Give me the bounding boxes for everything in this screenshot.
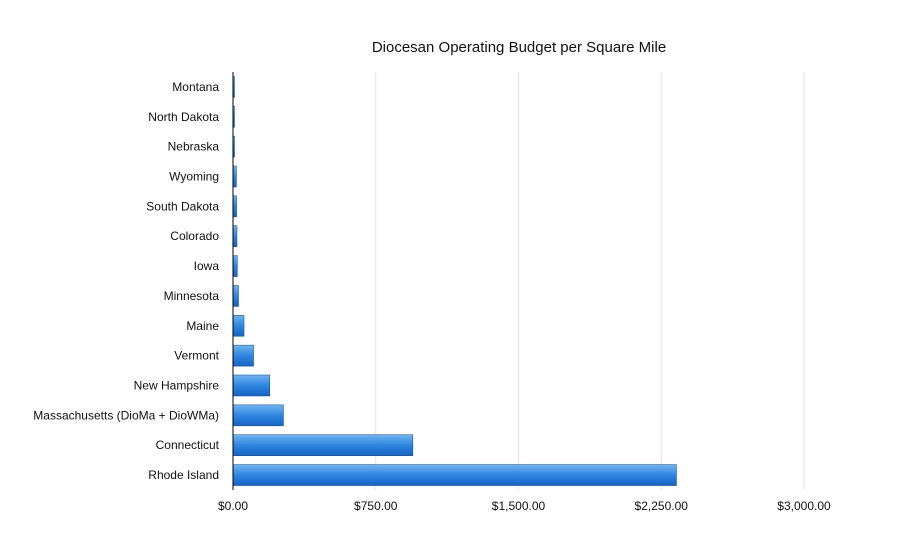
category-label: Nebraska: [168, 140, 220, 154]
category-label: Rhode Island: [148, 468, 219, 482]
bar: [232, 195, 237, 218]
bar: [232, 344, 254, 367]
bar: [232, 404, 284, 427]
category-label: North Dakota: [148, 110, 219, 124]
bar: [232, 165, 237, 188]
bar: [232, 374, 270, 397]
category-label: Minnesota: [164, 289, 220, 303]
x-tick-label: $3,000.00: [777, 499, 831, 513]
category-label: South Dakota: [146, 199, 219, 213]
category-label: Maine: [186, 319, 219, 333]
category-label: Connecticut: [156, 438, 220, 452]
bar: [232, 464, 677, 486]
x-tick-label: $2,250.00: [635, 499, 689, 513]
x-tick-label: $0.00: [218, 499, 248, 513]
category-label-layer: Montana North Dakota Nebraska Wyoming South …: [33, 80, 219, 482]
category-label: New Hampshire: [134, 379, 220, 393]
x-tick-label: $1,500.00: [492, 499, 546, 513]
tick-label-layer: $0.00 $750.00 $1,500.00 $2,250.00 $3,000.00: [218, 499, 831, 513]
category-label: Wyoming: [169, 170, 219, 184]
bar: [232, 315, 245, 337]
bar: [232, 285, 239, 307]
category-label: Vermont: [174, 349, 219, 363]
bar-layer: [232, 76, 677, 486]
x-tick-label: $750.00: [354, 499, 398, 513]
category-label: Colorado: [170, 229, 219, 243]
bar: [232, 255, 238, 277]
grid-layer: [375, 72, 805, 490]
category-label: Iowa: [194, 259, 220, 273]
chart-title: Diocesan Operating Budget per Square Mil…: [372, 39, 666, 56]
bar: [232, 434, 414, 456]
category-label: Montana: [172, 80, 219, 94]
bar: [232, 225, 238, 247]
category-label: Massachusetts (DioMa + DioWMa): [33, 408, 219, 422]
